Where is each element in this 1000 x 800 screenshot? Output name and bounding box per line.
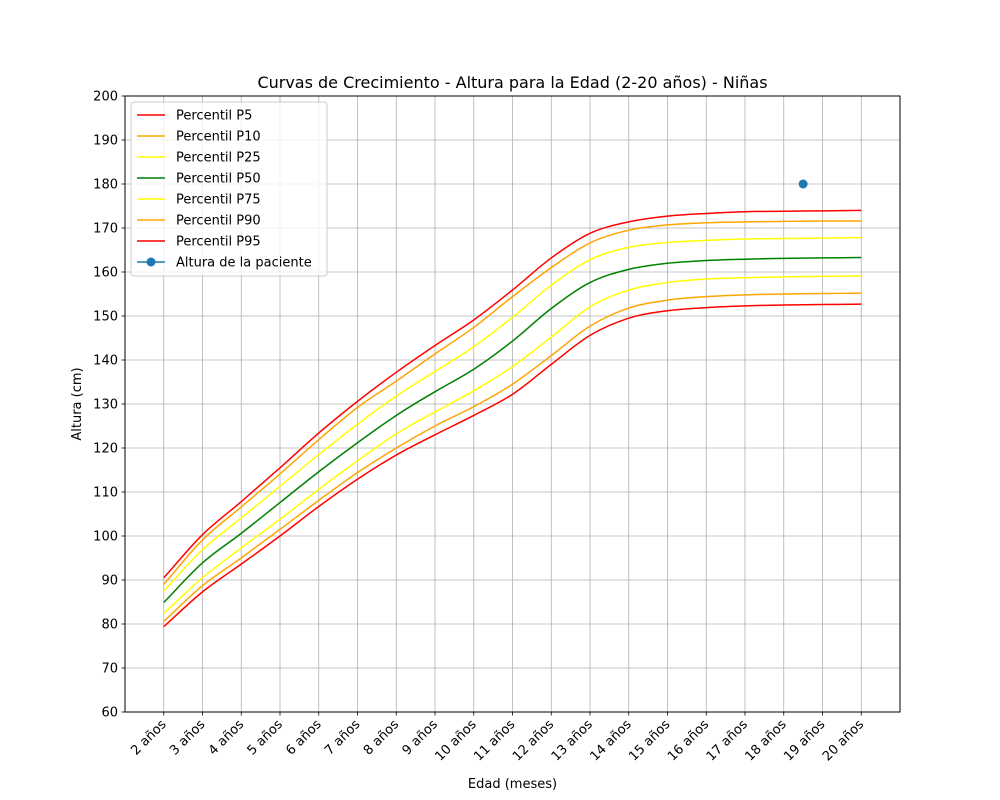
series-lines — [163, 209, 862, 628]
y-tick-label: 90 — [101, 574, 118, 589]
x-tick-label: 12 años — [510, 717, 557, 764]
series-line-p0 — [163, 303, 862, 628]
x-tick-label: 13 años — [549, 717, 596, 764]
y-tick-label: 170 — [93, 222, 118, 237]
x-tick-label: 15 años — [626, 717, 673, 764]
x-tick-label: 2 años — [128, 717, 169, 758]
series-line-p5 — [163, 220, 862, 585]
x-tick-label: 16 años — [665, 717, 712, 764]
y-axis: 60 70 80 90 100 110 120 130 140 150 160 170 180 190 20… — [93, 90, 125, 721]
y-tick-label: 160 — [93, 266, 118, 281]
y-tick-label: 130 — [93, 398, 118, 413]
x-tick-label: 7 años — [322, 717, 363, 758]
x-axis-label: Edad (meses) — [468, 777, 557, 792]
y-tick-label: 150 — [93, 310, 118, 325]
y-tick-label: 180 — [93, 178, 118, 193]
x-tick-label: 20 años — [820, 717, 867, 764]
x-tick-label: 5 años — [245, 717, 286, 758]
legend-label: Altura de la paciente — [176, 256, 312, 271]
y-tick-label: 140 — [93, 354, 118, 369]
y-tick-label: 100 — [93, 530, 118, 545]
x-tick-label: 8 años — [361, 717, 402, 758]
y-tick-label: 120 — [93, 442, 118, 457]
series-line-p6 — [163, 209, 862, 579]
legend-label: Percentil P10 — [176, 130, 261, 145]
x-tick-label: 6 años — [283, 717, 324, 758]
x-tick-label: 18 años — [742, 717, 789, 764]
series-line-p2 — [163, 275, 862, 614]
y-tick-label: 190 — [93, 134, 118, 149]
series-line-p3 — [163, 256, 862, 603]
legend-box — [130, 101, 328, 277]
y-tick-label: 110 — [93, 486, 118, 501]
x-tick-label: 17 años — [704, 717, 751, 764]
y-tick-label: 60 — [101, 706, 118, 721]
series-line-p1 — [163, 292, 862, 622]
y-axis-label: Altura (cm) — [70, 367, 85, 440]
y-tick-label: 200 — [93, 90, 118, 105]
x-tick-label: 14 años — [587, 717, 634, 764]
x-tick-label: 4 años — [206, 717, 247, 758]
legend-label: Percentil P95 — [176, 235, 261, 250]
chart-title: Curvas de Crecimiento - Altura para la E… — [257, 73, 767, 92]
patient-height-point — [798, 179, 808, 189]
legend-label: Percentil P5 — [176, 109, 252, 124]
data-points — [798, 179, 808, 189]
x-tick-label: 10 años — [432, 717, 479, 764]
legend-marker — [146, 257, 156, 267]
x-tick-label: 11 años — [471, 717, 518, 764]
x-tick-label: 19 años — [781, 717, 828, 764]
x-tick-label: 3 años — [167, 717, 208, 758]
y-tick-label: 70 — [101, 662, 118, 677]
legend: Percentil P5 Percentil P10 Percentil P25 Pe… — [130, 101, 328, 277]
legend-label: Percentil P90 — [176, 214, 261, 229]
legend-label: Percentil P25 — [176, 151, 261, 166]
legend-label: Percentil P50 — [176, 172, 261, 187]
y-tick-label: 80 — [101, 618, 118, 633]
series-line-p4 — [163, 236, 862, 592]
legend-label: Percentil P75 — [176, 193, 261, 208]
